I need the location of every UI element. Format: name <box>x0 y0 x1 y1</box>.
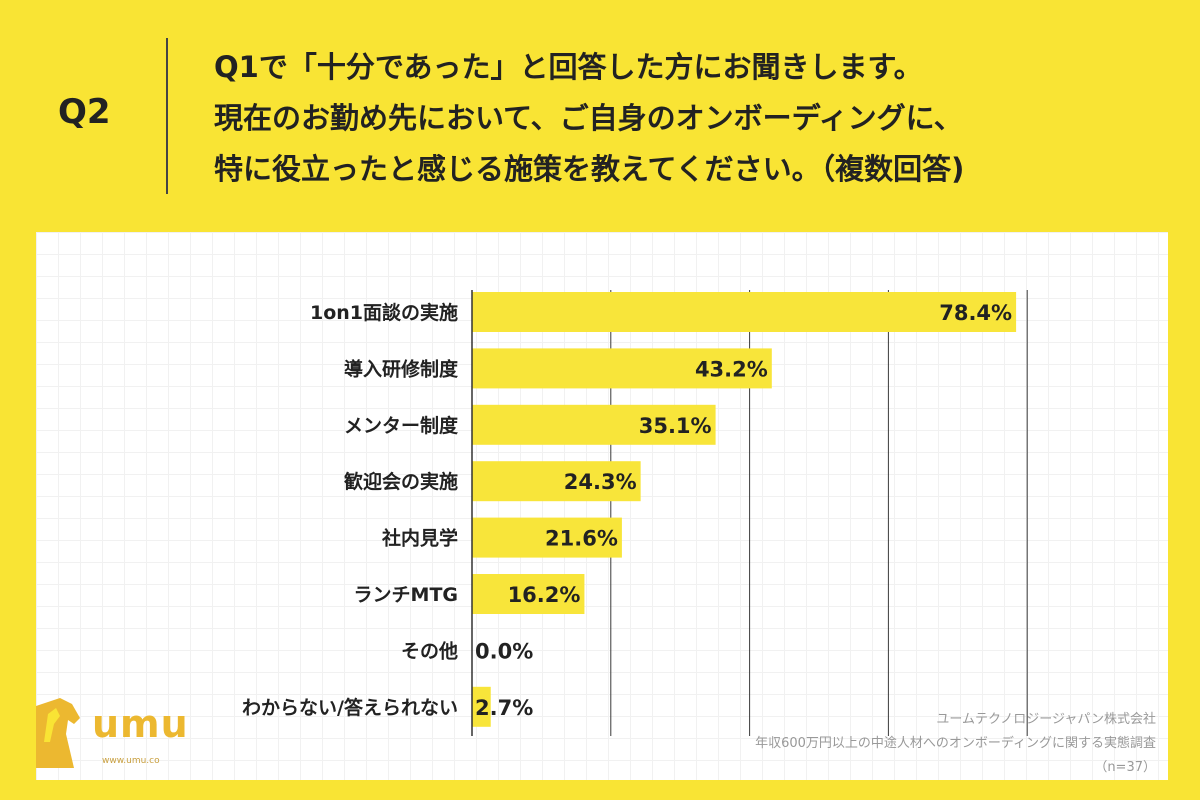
value-label: 24.3% <box>564 470 637 494</box>
category-label: その他 <box>401 639 458 662</box>
category-label: 社内見学 <box>381 527 458 550</box>
category-label: 1on1面談の実施 <box>310 301 458 324</box>
header-divider <box>166 38 168 194</box>
credit-company: ユームテクノロジージャパン株式会社 <box>936 712 1156 727</box>
credit-survey: 年収600万円以上の中途人材へのオンボーディングに関する実態調査 <box>755 736 1156 751</box>
category-label: 導入研修制度 <box>344 357 459 380</box>
header: Q2 Q1で「十分であった」と回答した方にお聞きします。 現在のお勤め先において… <box>0 0 1200 232</box>
bar <box>472 574 585 614</box>
question-number: Q2 <box>58 92 111 132</box>
value-label: 43.2% <box>695 357 768 381</box>
bars <box>472 292 1017 727</box>
question-line-3: 特に役立ったと感じる施策を教えてください。（複数回答) <box>214 152 965 186</box>
category-label: メンター制度 <box>344 414 459 437</box>
umu-logo: umu www.umu.co <box>30 694 190 774</box>
credit-sample: （n=37） <box>1094 760 1156 775</box>
value-labels: 78.4% 43.2% 35.1% 24.3% 21.6% 16.2% 0.0% 2.7% <box>475 301 1012 720</box>
logo-url: www.umu.co <box>102 756 160 766</box>
chart-panel: 1on1面談の実施導入研修制度 メンター制度 歓迎会の実施社内見学ランチMTG その他… <box>36 232 1168 780</box>
horse-logo-icon <box>36 698 80 768</box>
value-label: 78.4% <box>939 301 1012 325</box>
bar <box>472 461 641 502</box>
bar <box>472 517 622 558</box>
value-label: 2.7% <box>475 696 533 720</box>
question-line-2: 現在のお勤め先において、ご自身のオンボーディングに、 <box>214 101 963 135</box>
bar <box>472 404 716 445</box>
bar <box>472 292 1017 332</box>
category-label: わからない/答えられない <box>242 696 458 719</box>
value-label: 21.6% <box>545 527 618 551</box>
logo-wordmark: umu <box>92 702 189 746</box>
question-text: Q1で「十分であった」と回答した方にお聞きします。 現在のお勤め先において、ご自… <box>214 42 1174 195</box>
source-credit: ユームテクノロジージャパン株式会社 年収600万円以上の中途人材へのオンボーディ… <box>636 708 1156 780</box>
value-label: 0.0% <box>475 639 533 663</box>
value-label: 16.2% <box>508 583 581 607</box>
category-label: ランチMTG <box>354 584 458 606</box>
category-label: 歓迎会の実施 <box>344 470 458 493</box>
question-line-1: Q1で「十分であった」と回答した方にお聞きします。 <box>214 50 923 84</box>
value-label: 35.1% <box>639 414 712 438</box>
bar <box>472 686 491 727</box>
bar <box>472 348 772 389</box>
